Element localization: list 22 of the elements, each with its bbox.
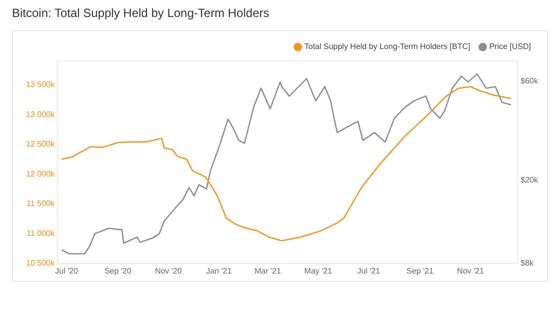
x-tick-label: Nov '21: [457, 266, 484, 276]
y2-tick-label: $8k: [520, 258, 535, 268]
y-tick-label: 12 000k: [26, 169, 56, 178]
y-tick-label: 13 500k: [26, 80, 56, 90]
x-tick-label: Jul '20: [55, 266, 79, 276]
x-tick-label: Jul '21: [357, 266, 381, 276]
y2-tick-label: $20k: [520, 176, 539, 185]
y-tick-label: 10 500k: [26, 258, 56, 268]
chart-title: Bitcoin: Total Supply Held by Long-Term Holders: [12, 6, 270, 20]
legend-label: Total Supply Held by Long-Term Holders [BTC]: [304, 42, 470, 52]
x-tick-label: Mar '21: [254, 266, 282, 276]
x-tick-label: Nov '20: [154, 266, 182, 276]
y-tick-label: 11 000k: [26, 228, 56, 238]
x-tick-label: May '21: [304, 266, 333, 276]
legend-label: Price [USD]: [489, 42, 532, 52]
x-tick-label: Sep '21: [406, 266, 434, 276]
y-tick-label: 13 000k: [26, 110, 56, 119]
y-tick-label: 12 500k: [26, 140, 56, 149]
x-tick-label: Jan '21: [206, 266, 232, 276]
x-tick-label: Sep '20: [104, 266, 132, 276]
y-tick-label: 11 500k: [26, 199, 56, 208]
y2-tick-label: $60k: [520, 76, 539, 86]
